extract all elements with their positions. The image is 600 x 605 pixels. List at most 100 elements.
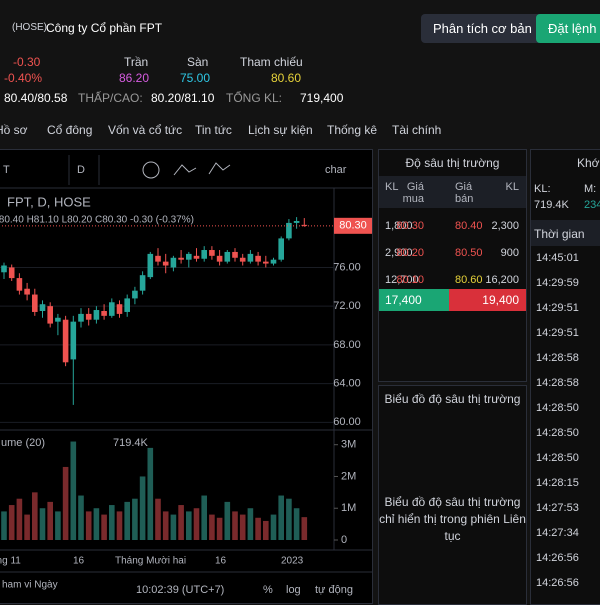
trades-title: Khớ (577, 156, 600, 170)
volume-bar (216, 517, 223, 540)
kl: 719.4K (534, 199, 569, 211)
volume-bar (93, 508, 100, 540)
analysis-button[interactable]: Phân tích cơ bản (421, 14, 544, 43)
ob-cell: 80.50 (455, 247, 483, 259)
ref: 80.60 (271, 71, 302, 85)
volume-bar (162, 511, 169, 540)
candle-body (155, 255, 161, 262)
ob-header: Giá bán (455, 181, 474, 205)
ob-cell: 2,900 (385, 247, 413, 259)
candle-body (24, 288, 30, 295)
volume-tick-label: 0 (341, 534, 347, 546)
volume-bar (224, 501, 231, 540)
symbol: T (3, 164, 10, 176)
candle-body (186, 253, 192, 260)
trade-time: 14:29:51 (536, 302, 579, 314)
volume-bar (55, 511, 61, 540)
volume-bar (85, 511, 92, 540)
x-tick-label: 16 (73, 556, 85, 567)
candle-body (209, 250, 215, 256)
ob-header: KL (505, 181, 519, 193)
volume-bar (232, 511, 238, 540)
volume-bar (239, 514, 246, 540)
volume-bar (139, 476, 146, 540)
ob-cell: 2,300 (491, 220, 519, 232)
range[interactable]: ham vi Ngày (2, 580, 58, 591)
ob-cell: 1,800 (385, 220, 413, 232)
candle-body (224, 251, 231, 262)
ceiling-label: Trần (124, 55, 149, 69)
total-bid: 17,400 (385, 293, 422, 307)
volume-bar (255, 517, 261, 540)
total-ask: 19,400 (482, 293, 519, 307)
candle-body (85, 313, 92, 320)
y-tick-label: 60.00 (333, 416, 361, 428)
tab[interactable]: Lịch sự kiện (248, 123, 313, 137)
volume-bar (124, 501, 130, 540)
depth-title: Biểu đồ độ sâu thị trường (384, 392, 521, 406)
change-pct: -0.40% (4, 71, 43, 85)
trade-time: 14:29:59 (536, 277, 579, 289)
exchange: (HOSE) (12, 22, 47, 33)
trades: Khớ KL: 719.4K M: 234 Thời gian 14:45:01… (530, 149, 600, 605)
total-ask-bar (449, 289, 526, 311)
candle-body (193, 255, 200, 259)
volume-bar (116, 511, 123, 540)
trade-time: 14:26:56 (536, 577, 579, 589)
interval[interactable]: D (77, 164, 85, 176)
volume-bar (16, 498, 23, 540)
candle-body (139, 275, 146, 291)
tab[interactable]: Hồ sơ (0, 123, 28, 137)
lowhigh: 80.20/81.10 (151, 91, 215, 105)
bid-ask: 80.40/80.58 (4, 91, 68, 105)
candle-body (16, 278, 23, 291)
volume-bar (186, 511, 192, 540)
volume-bar (109, 505, 115, 540)
ob-cell: 80.40 (455, 220, 483, 232)
trade-time: 14:28:50 (536, 402, 579, 414)
volume-bar (286, 498, 292, 540)
ohlc: O80.40 H81.10 L80.20 C80.30 -0.30 (-0.37… (0, 215, 194, 226)
chart-button[interactable]: char (325, 164, 347, 176)
candle-body (162, 261, 169, 266)
depth-message: Biểu đồ độ sâu thị trường chỉ hiển thị t… (379, 495, 526, 543)
volume-bar (78, 495, 84, 540)
candle-body (286, 222, 292, 239)
order-button[interactable]: Đặt lệnh (536, 14, 600, 43)
volume-bar (24, 514, 30, 540)
volume-bar (209, 514, 215, 540)
candle-body (255, 255, 261, 262)
ceiling: 86.20 (119, 71, 150, 85)
ob-cell: 80.20 (396, 247, 424, 259)
candle-body (170, 257, 177, 268)
candle-body (132, 290, 138, 299)
volume-title: ume (20) (1, 437, 45, 449)
tab[interactable]: Vốn và cổ tức (108, 123, 183, 137)
volume-bar (1, 511, 7, 540)
candle-body (124, 298, 130, 312)
trade-time: 14:45:01 (536, 252, 579, 264)
tab[interactable]: Tài chính (392, 123, 442, 137)
x-tick-label: 2023 (281, 556, 304, 567)
total: 719,400 (300, 91, 344, 105)
candle-body (270, 259, 277, 264)
tab[interactable]: Tin tức (195, 123, 232, 137)
x-tick-label: áng 11 (0, 556, 21, 567)
candle-body (278, 238, 284, 260)
trade-time: 14:27:34 (536, 527, 579, 539)
candle-body (116, 304, 123, 314)
pct[interactable]: % (263, 584, 273, 596)
tab[interactable]: Cổ đông (47, 123, 93, 137)
y-tick-label: 76.00 (333, 261, 361, 273)
ob-cell: 80.30 (396, 220, 424, 232)
candle-body (62, 319, 69, 363)
candle-body (1, 265, 7, 273)
volume-last: 719.4K (113, 437, 149, 449)
tab[interactable]: Thống kê (327, 123, 378, 137)
auto[interactable]: tự động (315, 584, 353, 596)
ob-header-bg (379, 176, 526, 208)
log[interactable]: log (286, 584, 301, 596)
volume-bar (70, 441, 77, 540)
candle-body (93, 310, 100, 320)
